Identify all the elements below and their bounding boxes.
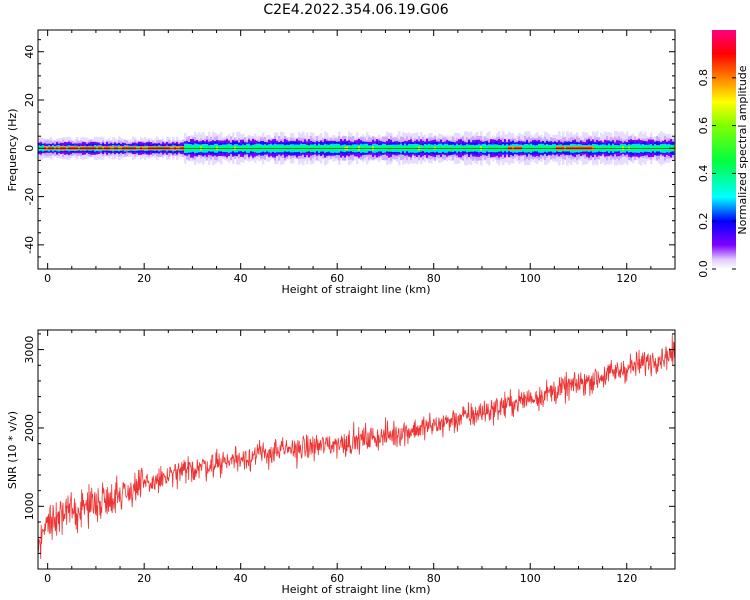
spectrogram-heatmap <box>38 131 675 166</box>
snr-y-tick-label: 1000 <box>23 492 36 520</box>
spectrogram-y-tick-label: 40 <box>23 45 36 59</box>
colorbar-tick-label: 0.4 <box>697 165 710 183</box>
snr-x-tick-label: 80 <box>427 572 441 585</box>
colorbar: 0.0 0.2 0.4 0.6 0.8 Normalized spectral ampl… <box>697 30 749 278</box>
snr-x-tick-label: 60 <box>330 572 344 585</box>
snr-frame <box>37 329 676 570</box>
spectrogram-y-tick-label: 20 <box>23 93 36 107</box>
spectrogram-x-tick-label: 20 <box>137 272 151 285</box>
snr-x-tick-label: 20 <box>137 572 151 585</box>
snr-series-line <box>38 334 675 559</box>
snr-y-label: SNR (10 * v/v) <box>6 411 19 489</box>
snr-x-tick-label: 40 <box>234 572 248 585</box>
spectrogram-x-label: Height of straight line (km) <box>281 283 430 296</box>
spectrogram-x-tick-label: 100 <box>520 272 541 285</box>
spectrogram-x-tick-label: 40 <box>234 272 248 285</box>
snr-x-ticks: 0 20 40 60 80 100 120 <box>44 330 676 585</box>
spectrogram-y-tick-label: -40 <box>23 236 36 254</box>
colorbar-label: Normalized spectral amplitude <box>736 65 749 234</box>
colorbar-tick-label: 0.6 <box>697 117 710 135</box>
snr-y-ticks: 1000 2000 3000 <box>23 333 675 554</box>
spectrogram-x-tick-label: 0 <box>44 272 51 285</box>
spectrogram-y-tick-label: -20 <box>23 188 36 206</box>
spectrogram-panel: 0 20 40 60 80 100 120 -40 -20 0 20 40 Height of st… <box>6 29 676 296</box>
colorbar-tick-label: 0.2 <box>697 212 710 230</box>
spectrogram-x-tick-label: 120 <box>616 272 637 285</box>
snr-x-tick-label: 100 <box>520 572 541 585</box>
snr-panel: 0 20 40 60 80 100 120 1000 2000 3000 Height of s… <box>6 329 676 596</box>
colorbar-tick-label: 0.8 <box>697 69 710 87</box>
spectrogram-y-tick-label: 0 <box>23 145 36 152</box>
spectrogram-y-label: Frequency (Hz) <box>6 109 19 192</box>
colorbar-tick-label: 0.0 <box>697 260 710 278</box>
colorbar-ticks: 0.0 0.2 0.4 0.6 0.8 <box>697 69 736 278</box>
spectrogram-x-tick-label: 60 <box>330 272 344 285</box>
figure-title: C2E4.2022.354.06.19.G06 <box>263 2 448 18</box>
snr-x-label: Height of straight line (km) <box>281 583 430 596</box>
spectrogram-x-tick-label: 80 <box>427 272 441 285</box>
spectrogram-frame <box>37 29 676 270</box>
snr-x-tick-label: 0 <box>44 572 51 585</box>
snr-y-tick-label: 3000 <box>23 336 36 364</box>
snr-x-tick-label: 120 <box>616 572 637 585</box>
colorbar-fill <box>712 30 736 269</box>
spectrogram-y-ticks: -40 -20 0 20 40 <box>23 39 675 258</box>
snr-y-tick-label: 2000 <box>23 414 36 442</box>
spectrogram-x-ticks: 0 20 40 60 80 100 120 <box>44 30 676 285</box>
